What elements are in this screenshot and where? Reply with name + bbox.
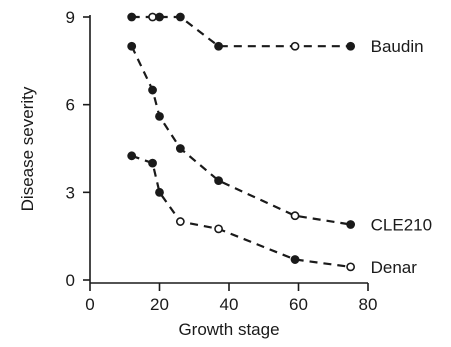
- data-point-filled: [148, 85, 157, 95]
- x-tick-label: 60: [289, 295, 308, 314]
- data-point-filled: [127, 41, 137, 51]
- x-tick-label: 80: [359, 295, 378, 314]
- y-tick-label: 3: [66, 183, 75, 202]
- series-label: Denar: [371, 258, 418, 277]
- data-point-filled: [214, 41, 223, 51]
- data-point-open: [214, 224, 223, 234]
- data-point-open: [346, 262, 356, 272]
- x-tick-label: 40: [220, 295, 239, 314]
- x-tick-label: 20: [150, 295, 169, 314]
- series-denar: Denar: [127, 151, 418, 277]
- data-point-open: [175, 217, 185, 226]
- series-label: CLE210: [371, 215, 432, 234]
- data-point-filled: [155, 12, 164, 22]
- y-ticks: 0 3 6 9: [66, 8, 90, 290]
- series-line: [131, 15, 351, 48]
- x-tick-label: 0: [85, 295, 94, 314]
- data-point-open: [290, 41, 300, 51]
- data-point-filled: [127, 151, 137, 161]
- data-point-filled: [346, 41, 356, 51]
- data-point-filled: [175, 144, 185, 153]
- data-point-filled: [346, 220, 356, 229]
- y-tick-label: 0: [66, 271, 75, 290]
- series-cle210: CLE210: [127, 41, 432, 234]
- y-tick-label: 9: [66, 8, 75, 27]
- axes: [89, 15, 368, 284]
- y-tick-label: 6: [66, 96, 75, 115]
- series-line: [131, 154, 351, 268]
- series-label: Baudin: [371, 37, 424, 56]
- y-axis-title: Disease severity: [18, 86, 37, 211]
- data-point-open: [148, 12, 157, 22]
- x-axis-title: Growth stage: [178, 320, 279, 339]
- data-point-filled: [290, 255, 300, 264]
- x-ticks: 0 20 40 60 80: [85, 283, 377, 314]
- data-point-filled: [127, 12, 137, 22]
- data-point-filled: [214, 176, 223, 186]
- data-point-filled: [155, 111, 164, 121]
- data-point-filled: [148, 158, 157, 168]
- data-point-filled: [155, 187, 164, 197]
- series-layer: Baudin CLE210 Denar: [127, 12, 432, 277]
- data-point-filled: [175, 12, 185, 22]
- series-baudin: Baudin: [127, 12, 424, 56]
- data-point-open: [290, 211, 300, 221]
